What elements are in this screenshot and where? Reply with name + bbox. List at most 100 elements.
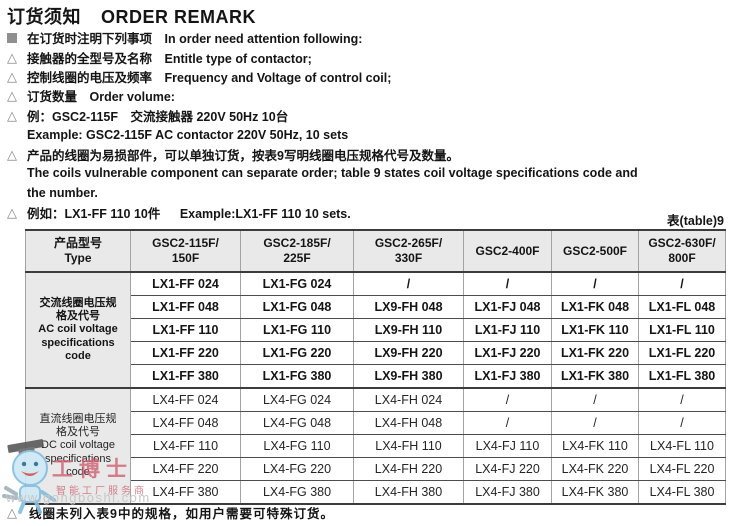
label-line: specifications [41,336,115,349]
note-line: △ 接触器的全型号及名称 Entitle type of contactor; [7,47,638,66]
model-code-cell: LX1-FG 024 [240,271,354,296]
triangle-bullet-icon: △ [7,146,17,162]
model-code-cell: LX9-FH 110 [353,318,464,342]
note-text: 产品的线圈为易损部件，可以单独订货，按表9写明线圈电压规格代号及数量。 [27,148,459,163]
not-available-cell: / [353,271,464,296]
model-code-cell: LX4-FG 048 [240,411,354,435]
note-line: The coils vulnerable component can separ… [7,164,638,183]
model-code-cell: LX1-FK 220 [551,341,639,365]
page-title: 订货须知 ORDER REMARK [7,3,256,29]
model-code-cell: LX1-FK 048 [551,295,639,319]
type-header-cell: 产品型号 Type [25,229,131,273]
table-row: LX1-FF 220 LX1-FG 220 LX9-FH 220 LX1-FJ 220… [26,341,726,365]
model-code-cell: LX4-FL 110 [638,434,726,458]
square-bullet-icon [7,32,27,43]
note-text: 订货数量 Order volume: [27,90,175,105]
table-row: LX1-FF 380 LX1-FG 380 LX9-FH 380 LX1-FJ 380… [26,364,726,389]
model-code-cell: LX1-FK 110 [551,318,639,342]
note-line: △ 订货数量 Order volume: [7,86,638,105]
header-line: GSC2-400F [475,243,540,258]
note-text: the number. [27,185,98,200]
note-text: 接触器的全型号及名称 Entitle type of contactor; [27,51,312,66]
model-code-cell: LX9-FH 380 [353,364,464,389]
label-line: specifications [44,452,112,465]
page-title-en: ORDER REMARK [101,7,257,27]
column-header: GSC2-265F/330F [353,229,464,273]
dc-section: 直流线圈电压规 格及代号 DC coil voltage specifications… [25,387,726,505]
model-code-cell: LX4-FG 220 [240,457,354,481]
header-line: GSC2-500F [562,243,628,258]
not-available-cell: / [551,411,639,435]
model-code-cell: LX4-FH 110 [353,434,464,458]
model-code-cell: LX4-FJ 220 [463,457,552,481]
model-code-cell: LX4-FL 380 [638,480,726,505]
model-code-cell: LX1-FG 380 [240,364,354,389]
header-line: 800F [668,251,696,265]
header-line: GSC2-630F/ [648,236,716,250]
model-code-cell: LX1-FJ 220 [463,341,552,365]
header-line: GSC2-185F/ [263,236,331,250]
triangle-bullet-icon: △ [7,107,17,123]
model-code-cell: LX4-FJ 110 [463,434,552,458]
triangle-bullet-icon: △ [7,88,17,104]
table-row: LX4-FF 220 LX4-FG 220 LX4-FH 220 LX4-FJ 220… [26,457,726,481]
page-title-cn: 订货须知 [7,7,81,27]
note-line: the number. [7,183,638,202]
note-line: △ 控制线圈的电压及频率 Frequency and Voltage of con… [7,67,638,86]
model-code-cell: LX1-FF 110 [130,318,241,342]
model-code-cell: LX1-FL 220 [638,341,726,365]
model-code-cell: LX4-FH 024 [353,387,464,412]
column-header: GSC2-630F/800F [638,229,726,273]
row-group-label: 交流线圈电压规 格及代号 AC coil voltage specifications… [25,271,131,389]
not-available-cell: / [463,411,552,435]
table-caption: 表(table)9 [667,214,724,228]
coil-voltage-table: 产品型号 Type GSC2-115F/150F GSC2-185F/225F GSC2… [25,229,726,505]
model-code-cell: LX4-FF 110 [130,434,241,458]
triangle-bullet-icon: △ [7,505,18,520]
model-code-cell: LX4-FK 380 [551,480,639,505]
not-available-cell: / [638,411,726,435]
label-line: DC coil voltage [41,439,115,452]
header-line: 产品型号 [53,236,102,250]
model-code-cell: LX9-FH 220 [353,341,464,365]
header-line: 150F [171,251,200,265]
not-available-cell: / [463,387,552,412]
not-available-cell: / [638,271,726,296]
note-text: Example: GSC2-115F AC contactor 220V 50H… [27,127,349,142]
model-code-cell: LX9-FH 048 [353,295,464,319]
model-code-cell: LX1-FL 380 [638,364,726,389]
note-line: △ 产品的线圈为易损部件，可以单独订货，按表9写明线圈电压规格代号及数量。 [7,144,638,163]
note-text: The coils vulnerable component can separ… [27,166,638,181]
triangle-bullet-icon: △ [7,68,17,84]
label-line: 交流线圈电压规 [39,297,117,310]
model-code-cell: LX1-FF 048 [130,295,241,319]
note-text: 在订货时注明下列事项 In order need attention follo… [27,32,363,47]
table-row: LX1-FF 110 LX1-FG 110 LX9-FH 110 LX1-FJ 110… [26,318,726,342]
notes-list: 在订货时注明下列事项 In order need attention follo… [7,28,638,222]
model-code-cell: LX1-FJ 048 [463,295,552,319]
label-line: AC coil voltage [38,323,118,336]
model-code-cell: LX4-FF 048 [130,411,241,435]
row-group-label: 直流线圈电压规 格及代号 DC coil voltage specifications… [25,387,131,505]
note-line: 在订货时注明下列事项 In order need attention follo… [7,28,638,47]
footnote-text: 线圈未列入表9中的规格，如用户需要可特殊订货。 [29,507,334,521]
model-code-cell: LX1-FJ 380 [463,364,552,389]
footnote-line: △ 线圈未列入表9中的规格，如用户需要可特殊订货。 [7,503,334,522]
model-code-cell: LX4-FK 110 [551,434,639,458]
note-line: △ 例如：LX1-FF 110 10件 Example:LX1-FF 110 10… [7,203,638,222]
table-row: LX4-FF 048 LX4-FG 048 LX4-FH 048// / [26,411,726,435]
model-code-cell: LX4-FH 048 [353,411,464,435]
note-text: 控制线圈的电压及频率 Frequency and Voltage of cont… [27,70,392,85]
model-code-cell: LX4-FG 380 [240,480,354,505]
header-line: GSC2-115F/ [152,236,219,250]
label-line: 格及代号 [56,426,100,439]
model-code-cell: LX1-FK 380 [551,364,639,389]
model-code-cell: LX1-FG 048 [240,295,354,319]
not-available-cell: / [551,387,639,412]
model-code-cell: LX4-FL 220 [638,457,726,481]
model-code-cell: LX1-FF 380 [130,364,241,389]
header-line: 330F [394,251,423,265]
model-code-cell: LX4-FK 220 [551,457,639,481]
model-code-cell: LX4-FG 110 [240,434,354,458]
table-header-row: 产品型号 Type GSC2-115F/150F GSC2-185F/225F GSC2… [25,229,726,273]
